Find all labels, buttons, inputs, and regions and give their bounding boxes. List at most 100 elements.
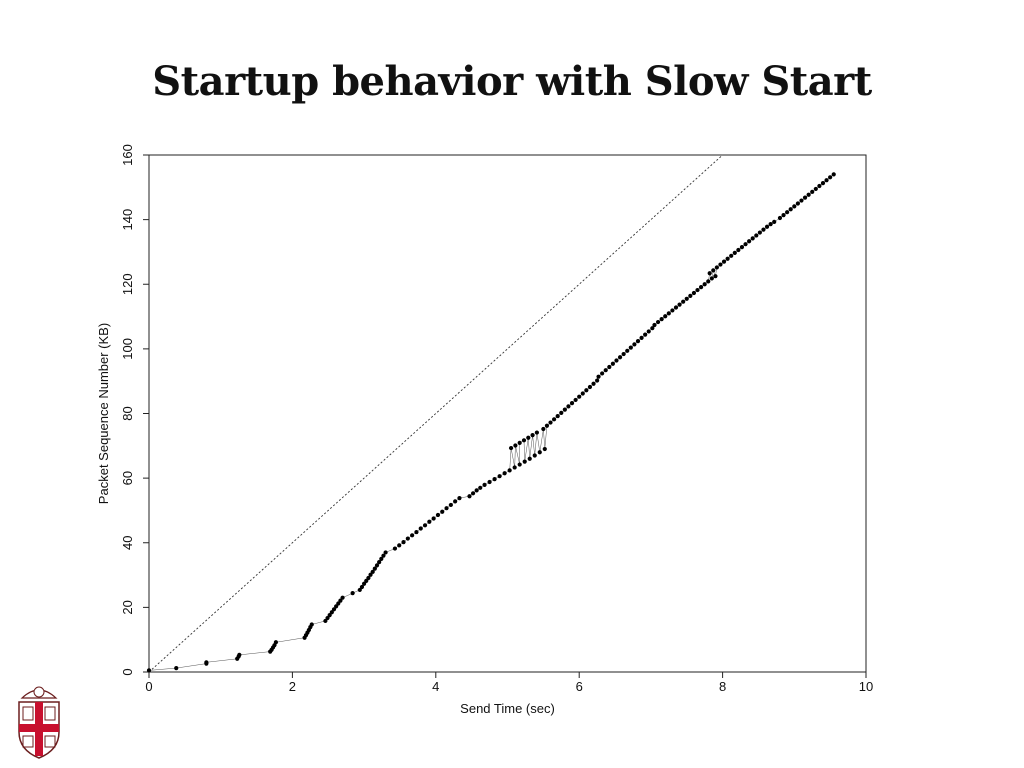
data-point (806, 192, 811, 197)
data-point (530, 433, 535, 438)
data-point (621, 351, 626, 357)
data-point (725, 256, 730, 261)
y-tick-label: 60 (120, 471, 135, 485)
data-point (327, 613, 332, 618)
data-point (237, 652, 242, 657)
x-tick-label: 0 (145, 679, 152, 694)
data-point (677, 302, 682, 307)
data-point (646, 329, 651, 334)
data-point (542, 446, 547, 452)
x-tick-label: 2 (289, 679, 296, 694)
data-point (691, 290, 697, 296)
x-axis-label: Send Time (sec) (460, 701, 555, 716)
data-points (146, 172, 836, 673)
data-point (799, 198, 804, 203)
data-point (397, 543, 402, 548)
data-point (377, 560, 382, 565)
data-point (607, 364, 612, 370)
data-point (761, 227, 766, 232)
y-tick-label: 100 (120, 338, 135, 360)
data-point (817, 183, 822, 189)
y-tick-label: 20 (120, 600, 135, 614)
data-point (435, 512, 441, 518)
data-point (338, 598, 343, 603)
data-point (470, 491, 476, 496)
data-point (566, 404, 571, 409)
data-point (474, 488, 479, 493)
data-point (666, 311, 671, 316)
data-point (785, 210, 790, 215)
data-point (401, 540, 406, 545)
data-point (467, 494, 472, 499)
data-point (552, 417, 557, 422)
data-point (383, 550, 388, 555)
data-point (364, 578, 369, 583)
data-point (478, 485, 483, 490)
data-point (747, 239, 752, 244)
data-point (544, 423, 550, 428)
data-point (359, 584, 365, 590)
data-point (392, 546, 398, 551)
data-point (507, 468, 512, 473)
data-point (366, 575, 371, 581)
data-point (813, 186, 818, 192)
data-point (573, 397, 578, 403)
data-point (659, 317, 664, 322)
data-point (652, 322, 657, 328)
data-point (587, 384, 593, 390)
data-point (684, 296, 689, 301)
data-point (736, 247, 741, 253)
data-point (502, 471, 507, 476)
data-point (350, 591, 355, 596)
data-point (698, 285, 704, 290)
data-point (569, 401, 575, 406)
data-point (329, 610, 334, 615)
y-tick-label: 0 (120, 668, 135, 675)
data-point (541, 426, 546, 432)
data-point (534, 430, 539, 435)
data-point (512, 465, 517, 470)
data-point (204, 660, 209, 665)
data-point (729, 253, 734, 258)
data-point (513, 443, 518, 448)
data-point (788, 207, 793, 212)
data-point (721, 259, 727, 264)
y-tick-label: 120 (120, 273, 135, 295)
data-point (562, 407, 567, 412)
data-point (418, 526, 423, 531)
university-shield-logo (18, 686, 60, 759)
y-axis-ticks: 0 20 40 60 80 100 120 140 160 (120, 144, 149, 676)
data-point (527, 456, 532, 461)
data-point (757, 230, 762, 235)
data-point (643, 332, 648, 337)
data-point (492, 476, 497, 482)
y-tick-label: 40 (120, 536, 135, 550)
data-point (718, 262, 723, 267)
data-point (596, 374, 601, 379)
data-point (559, 410, 564, 415)
data-point (517, 440, 522, 446)
data-point (340, 595, 345, 600)
data-point (174, 666, 179, 671)
data-point (146, 668, 152, 673)
data-point (537, 450, 542, 455)
data-point (820, 181, 826, 186)
data-point (655, 319, 661, 325)
data-point (548, 420, 553, 425)
data-point (781, 213, 786, 218)
x-tick-label: 8 (719, 679, 726, 694)
data-point (639, 335, 644, 340)
data-point (381, 553, 386, 558)
data-point (709, 276, 714, 281)
data-point (792, 204, 797, 209)
data-point (555, 413, 560, 419)
data-point (739, 244, 745, 250)
data-point (614, 358, 619, 363)
data-point (584, 388, 589, 393)
data-point (610, 361, 615, 366)
data-point (802, 195, 808, 200)
data-point (754, 233, 759, 238)
data-point (670, 308, 675, 313)
data-point (828, 175, 833, 180)
